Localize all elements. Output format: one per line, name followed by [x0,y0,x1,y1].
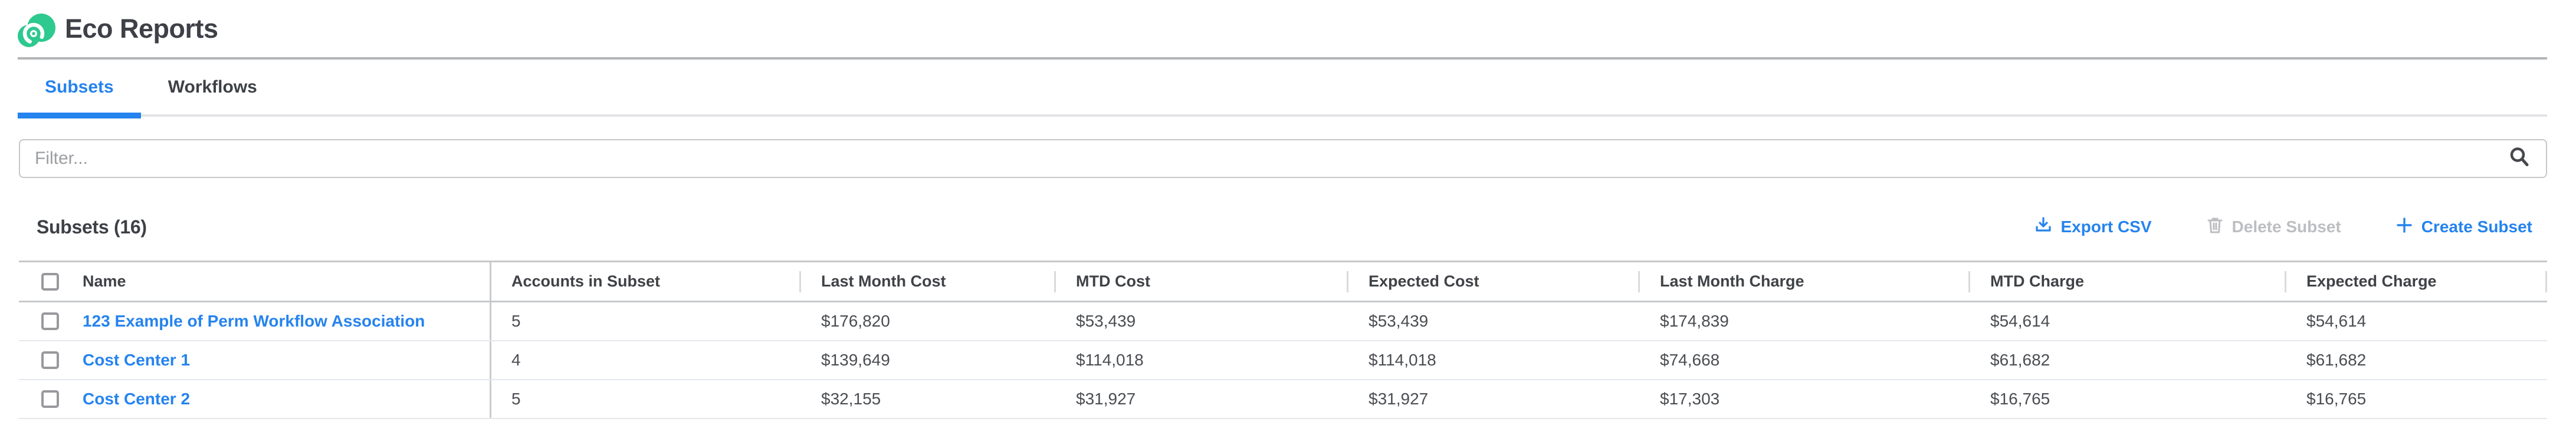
tab-workflows[interactable]: Workflows [141,60,284,114]
cell-expected-cost: $31,927 [1369,390,1429,408]
app-header: Eco Reports [0,0,2576,57]
cell-mtd-charge: $54,614 [1990,312,2050,330]
column-header-mtd-charge: MTD Charge [1968,262,2285,301]
cell-expected-charge: $54,614 [2306,312,2367,330]
search-icon [2508,146,2531,172]
cell-accounts: 4 [490,341,799,379]
page-title: Eco Reports [65,13,218,44]
cell-last-month-charge: $74,668 [1660,351,1720,369]
column-header-mtd-cost: MTD Cost [1054,262,1347,301]
cell-mtd-charge: $61,682 [1990,351,2050,369]
delete-subset-label: Delete Subset [2232,218,2341,236]
header-divider [18,57,2547,60]
select-all-checkbox[interactable] [41,272,59,291]
cell-last-month-cost: $176,820 [821,312,890,330]
filter-bar [19,139,2547,178]
cell-mtd-cost: $31,927 [1076,390,1136,408]
subset-name-link[interactable]: 123 Example of Perm Workflow Association [83,312,425,330]
table-row: 123 Example of Perm Workflow Association… [19,302,2547,341]
table-row: Cost Center 2 5 $32,155 $31,927 $31,927 … [19,380,2547,419]
subset-name-link[interactable]: Cost Center 1 [83,351,191,369]
subset-name-link[interactable]: Cost Center 2 [83,390,191,408]
plus-icon [2395,216,2413,238]
export-csv-button[interactable]: Export CSV [2034,216,2152,239]
eco-reports-logo-icon [18,13,55,48]
cell-mtd-charge: $16,765 [1990,390,2050,408]
toolbar-actions: Export CSV Delete Subset Create Subse [2034,216,2548,239]
row-checkbox[interactable] [41,351,59,369]
cell-accounts: 5 [490,302,799,340]
download-icon [2034,216,2053,239]
row-checkbox[interactable] [41,390,59,408]
delete-subset-button[interactable]: Delete Subset [2206,216,2341,239]
column-header-expected-cost: Expected Cost [1347,262,1638,301]
tab-bar: Subsets Workflows [18,60,2547,118]
section-title: Subsets (16) [37,216,147,238]
cell-last-month-cost: $32,155 [821,390,881,408]
cell-expected-charge: $16,765 [2306,390,2367,408]
row-checkbox[interactable] [41,312,59,330]
subsets-table: Name Accounts in Subset Last Month Cost … [19,261,2547,419]
column-header-accounts: Accounts in Subset [490,262,799,301]
tab-subsets-label: Subsets [45,77,114,97]
create-subset-button[interactable]: Create Subset [2395,216,2532,238]
column-header-expected-charge: Expected Charge [2285,262,2547,301]
cell-last-month-charge: $17,303 [1660,390,1720,408]
column-header-name: Name [83,272,126,290]
cell-last-month-cost: $139,649 [821,351,890,369]
cell-mtd-cost: $114,018 [1076,351,1144,369]
column-header-last-month-charge: Last Month Charge [1638,262,1968,301]
table-row: Cost Center 1 4 $139,649 $114,018 $114,0… [19,341,2547,380]
cell-expected-charge: $61,682 [2306,351,2367,369]
cell-mtd-cost: $53,439 [1076,312,1136,330]
trash-icon [2206,216,2224,239]
export-csv-label: Export CSV [2060,218,2152,236]
tab-subsets[interactable]: Subsets [18,60,141,118]
cell-accounts: 5 [490,380,799,418]
column-header-last-month-cost: Last Month Cost [799,262,1054,301]
table-header-row: Name Accounts in Subset Last Month Cost … [19,262,2547,302]
cell-expected-cost: $114,018 [1369,351,1436,369]
tab-workflows-label: Workflows [168,77,257,97]
cell-expected-cost: $53,439 [1369,312,1429,330]
cell-last-month-charge: $174,839 [1660,312,1729,330]
create-subset-label: Create Subset [2421,218,2532,236]
filter-input[interactable] [19,139,2547,178]
section-header: Subsets (16) Export CSV Delete Subset [37,212,2547,242]
